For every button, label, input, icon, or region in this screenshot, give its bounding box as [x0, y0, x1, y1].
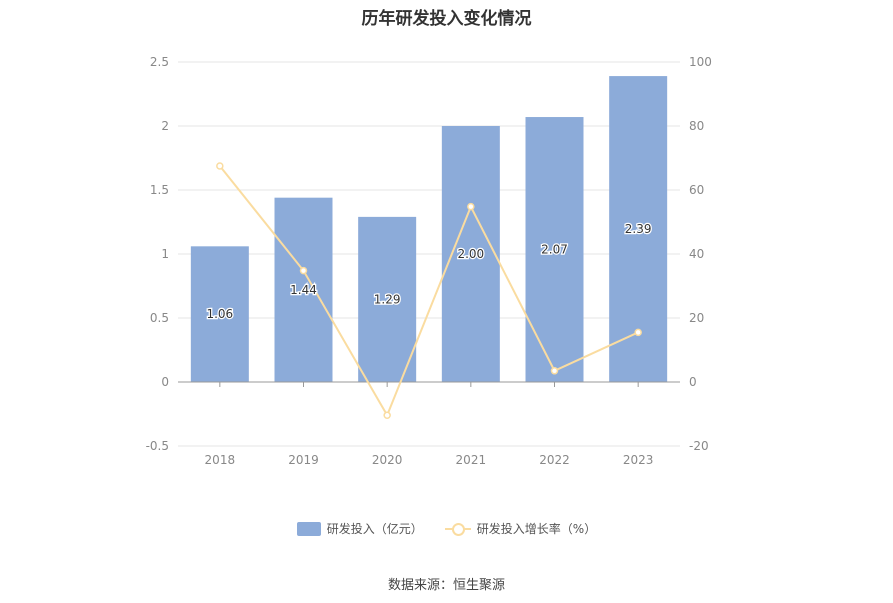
growth-point — [467, 202, 475, 211]
bar — [274, 197, 333, 382]
x-tick-label: 2023 — [623, 453, 654, 467]
chart-title: 历年研发投入变化情况 — [361, 9, 532, 29]
legend-line-label: 研发投入增长率（%） — [476, 522, 597, 536]
y-right-tick-label: 100 — [689, 55, 712, 69]
y-right-tick-label: 0 — [689, 375, 697, 389]
x-tick-label: 2022 — [539, 453, 570, 467]
bar — [358, 216, 417, 382]
bar — [525, 117, 584, 382]
y-right-tick-label: 20 — [689, 311, 704, 325]
legend-bar-swatch — [296, 521, 321, 536]
bar-value-label: 1.29 — [374, 292, 401, 306]
y-right-tick-label: 80 — [689, 119, 704, 133]
bar-value-label: 1.44 — [290, 283, 317, 297]
growth-line — [219, 165, 639, 418]
x-tick-label: 2019 — [288, 453, 319, 467]
x-tick-label: 2018 — [205, 453, 236, 467]
growth-point — [299, 266, 308, 275]
legend-bar-label: 研发投入（亿元） — [326, 522, 423, 536]
bar-value-label: 1.06 — [206, 307, 233, 321]
y-left-tick-label: 2.5 — [150, 55, 169, 69]
y-left-tick-label: 1 — [161, 247, 169, 261]
growth-point — [383, 411, 391, 420]
bar — [190, 246, 249, 382]
y-right-tick-label: -20 — [689, 439, 709, 453]
x-tick-label: 2021 — [456, 453, 487, 467]
source-note: 数据来源：恒生聚源 — [387, 578, 505, 593]
legend-item-line[interactable]: 研发投入增长率（%） — [444, 520, 597, 537]
x-tick-label: 2020 — [372, 453, 403, 467]
bar-value-label: 2.39 — [625, 222, 652, 236]
y-left-tick-label: 0.5 — [150, 311, 169, 325]
legend-item-bar[interactable]: 研发投入（亿元） — [296, 520, 423, 537]
chart-svg: -0.5 0 0.5 1 1.5 2 2.5 -20 0 20 40 60 80 100 2018 2019 2… — [146, 55, 712, 467]
bar-value-label: 2.00 — [457, 247, 484, 261]
growth-point — [216, 162, 224, 170]
legend-line-swatch — [444, 522, 471, 536]
legend: 研发投入（亿元） 研发投入增长率（%） — [0, 520, 893, 537]
y-right-tick-label: 60 — [689, 183, 704, 197]
y-left-tick-label: 2 — [161, 119, 169, 133]
y-right-tick-label: 40 — [689, 247, 704, 261]
growth-point — [550, 367, 559, 375]
bar-value-label: 2.07 — [541, 243, 568, 257]
growth-point — [634, 328, 642, 337]
y-left-tick-label: 0 — [161, 375, 169, 389]
y-left-tick-label: 1.5 — [150, 183, 169, 197]
y-left-tick-label: -0.5 — [146, 439, 169, 453]
